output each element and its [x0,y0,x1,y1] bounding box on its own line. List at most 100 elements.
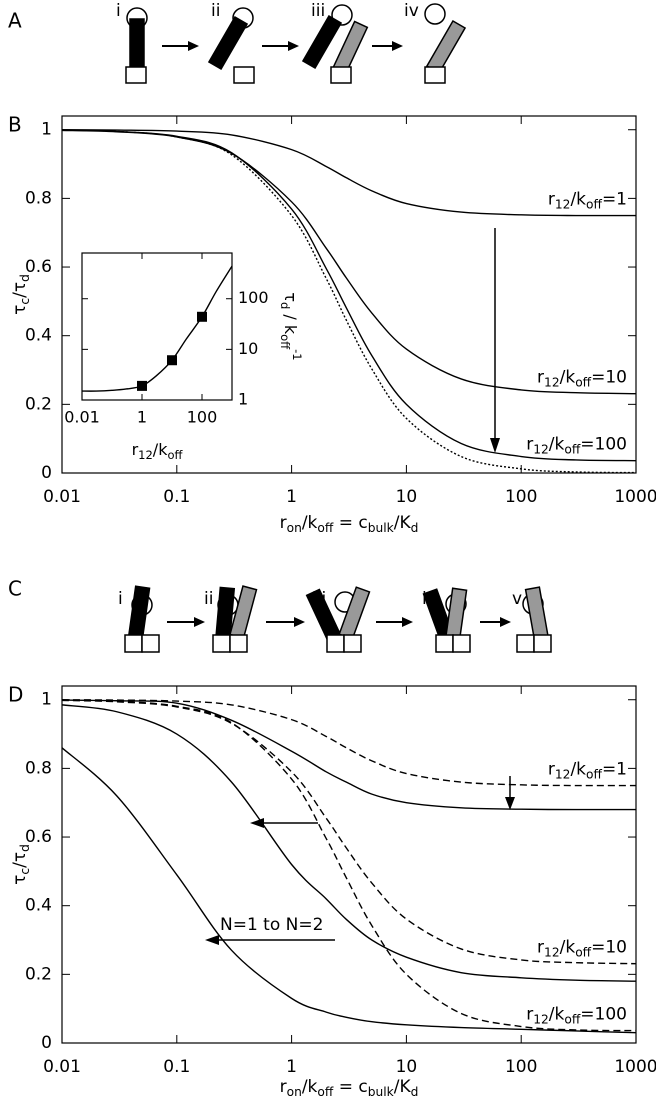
arrow-head [490,438,500,453]
label-part: on [287,1085,302,1098]
label-part: /k [560,368,576,388]
label-part: 12 [138,448,153,462]
label-part: r [132,440,139,459]
label-part: /k [549,1005,565,1025]
label-part: 12 [555,767,571,781]
site [233,66,255,84]
bar [127,585,151,639]
x-axis-label: r12/koff [132,440,184,462]
y-tick-label: 0.4 [25,896,52,916]
x-tick-label: 100 [187,408,218,427]
label-part: d [411,521,419,535]
label-part: =100 [580,435,627,455]
arrow-head [194,617,205,627]
site [516,634,535,653]
label-part: off [317,1085,333,1098]
x-tick-label: 1 [137,408,147,427]
plot-frame [61,115,637,474]
series-label: r12/koff=10 [537,938,627,960]
y-tick-label: 0.6 [25,257,52,277]
marker [137,380,147,391]
x-tick-label: 0.01 [43,487,81,507]
y-tick-label: 0.8 [25,188,52,208]
label-part: off [575,375,591,389]
step-label: ii [211,1,220,21]
site [424,66,446,84]
label-part: = c [333,1077,367,1097]
series-label: r12/koff=1 [548,760,627,782]
inset-background [82,253,232,400]
panel-label: D [8,683,23,707]
label-part: /k [302,513,318,533]
step-label: i [118,589,123,609]
label-part: c [18,868,32,875]
y-tick-label: 10 [238,339,258,358]
y-tick-label: 0.2 [25,394,52,414]
label-part: 12 [544,375,560,389]
label-part: / k [282,309,301,335]
series-line [61,699,637,965]
x-tick-label: 0.01 [64,408,100,427]
label-part: off [586,197,602,211]
label-part: /k [153,440,168,459]
y-tick-label: 0 [41,463,52,483]
label-part: = c [333,513,367,533]
bar [425,19,467,75]
diagram-a: A i ii iii iv [8,1,467,84]
step-label: ii [204,589,213,609]
bar [301,14,343,70]
site [452,634,471,653]
label-part: d [18,274,32,282]
step-label: v [512,589,522,609]
label-part: d [18,844,32,852]
y-tick-label: 1 [238,390,248,409]
label-part: 12 [544,945,560,959]
label-part: r [537,938,544,958]
label-part: =100 [580,1005,627,1025]
x-tick-label: 10 [396,1057,418,1077]
label-part: τ [282,292,301,302]
arrow-head [294,617,305,627]
site [212,634,231,653]
y-tick-label: 1 [41,690,52,710]
site [124,634,143,653]
bar [207,15,249,71]
arrow-head [392,41,403,51]
x-tick-label: 100 [505,487,537,507]
label-part: 12 [555,197,571,211]
label-part: off [279,334,293,350]
label-part: off [564,442,580,456]
panel-label: A [8,9,22,33]
label-part: off [167,448,183,462]
label-part: /τ [10,852,30,868]
diagram-c: C i ii iii iv v [8,577,552,653]
x-tick-label: 1000 [614,1057,656,1077]
arrow-head [402,617,413,627]
label-part: off [317,521,333,535]
x-tick-label: 0.1 [163,1057,190,1077]
label-part: =1 [602,190,627,210]
series-label: r12/koff=10 [537,368,627,390]
label-part: r [548,190,555,210]
bar [129,18,145,72]
label-part: /K [394,513,412,533]
label-part: 12 [533,1012,549,1026]
label-part: r [548,760,555,780]
bar [524,586,549,640]
series-label: r12/koff=1 [548,190,627,212]
annotation: N=1 to N=2 [220,915,323,935]
label-part: r [537,368,544,388]
plot-frame [61,685,637,1044]
x-tick-label: 0.1 [163,487,190,507]
site [330,66,352,84]
label-part: bulk [368,521,395,535]
series-label: r12/koff=100 [526,435,627,457]
site [435,634,454,653]
y-tick-label: 0.2 [25,964,52,984]
y-tick-label: 0.6 [25,827,52,847]
panel-label: B [8,113,22,137]
site [229,634,248,653]
site [533,634,552,653]
series-line [61,129,637,462]
